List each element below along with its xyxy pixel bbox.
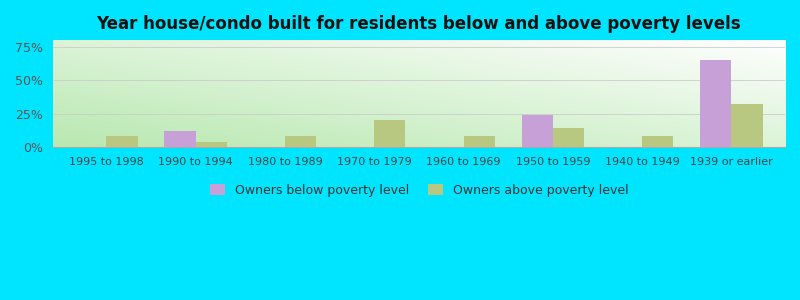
Bar [164, 131, 196, 147]
Bar [553, 128, 584, 147]
Bar [731, 104, 762, 147]
Bar [285, 136, 316, 147]
Bar [196, 142, 227, 147]
Bar [374, 120, 406, 147]
Bar [522, 115, 553, 147]
Bar [642, 136, 674, 147]
Title: Year house/condo built for residents below and above poverty levels: Year house/condo built for residents bel… [97, 15, 741, 33]
Bar [700, 60, 731, 147]
Bar [106, 136, 138, 147]
Legend: Owners below poverty level, Owners above poverty level: Owners below poverty level, Owners above… [210, 184, 628, 196]
Bar [463, 136, 494, 147]
